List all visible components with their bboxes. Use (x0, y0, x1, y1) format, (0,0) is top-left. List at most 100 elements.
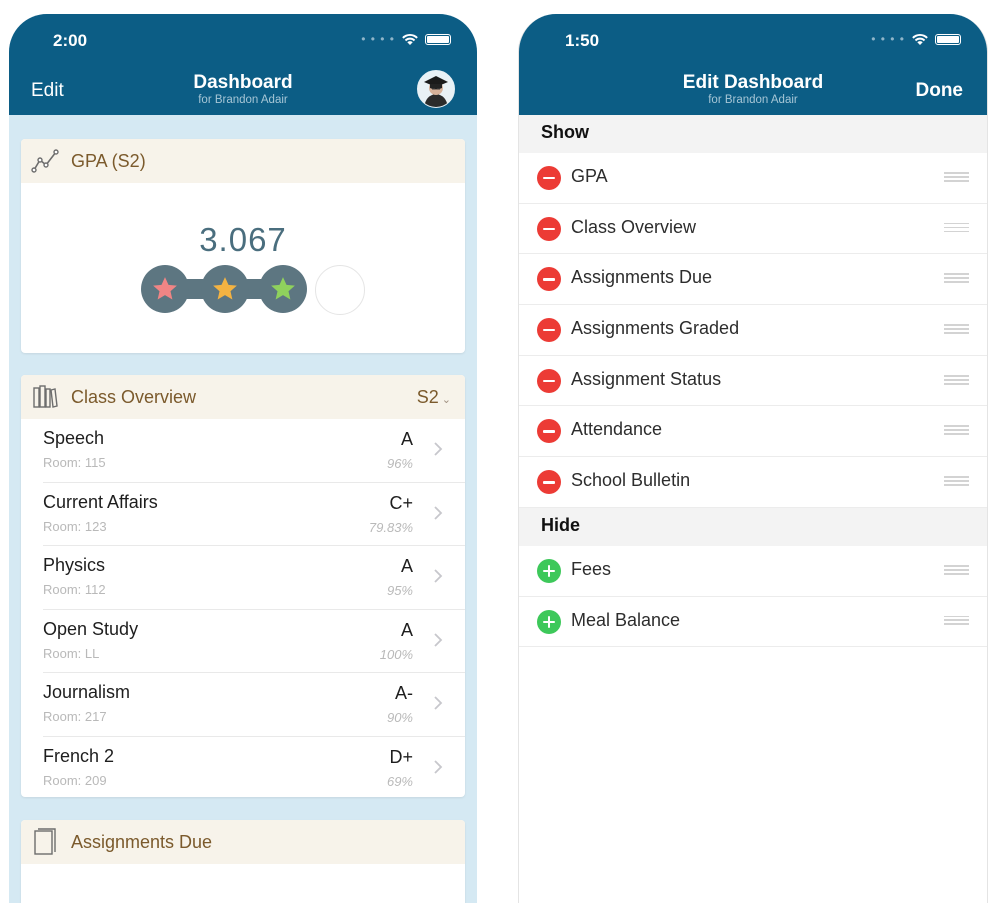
done-button[interactable]: Done (915, 80, 964, 101)
assignments-due-card[interactable]: Assignments Due (21, 820, 465, 903)
class-grade: C+ (389, 492, 413, 513)
star-icon (259, 265, 307, 313)
class-name: Current Affairs (43, 491, 158, 512)
class-overview-header: Class Overview S2 ⌄ (21, 375, 465, 419)
navigation-bar: 1:50 • • • • Edit Dashboard for Brandon … (519, 14, 987, 115)
remove-icon[interactable] (537, 216, 561, 241)
status-time: 2:00 (53, 31, 88, 50)
class-overview-title: Class Overview (71, 386, 197, 407)
chevron-right-icon (434, 632, 443, 647)
handle-line (944, 484, 969, 486)
handle-line (944, 564, 969, 567)
edit-button[interactable]: Edit (31, 80, 64, 101)
gpa-card-header: GPA (S2) (21, 139, 465, 183)
class-row[interactable]: Current Affairs Room: 123 C+ 79.83% (43, 483, 465, 546)
widget-label: Assignments Due (571, 267, 713, 288)
minus-bar (543, 329, 555, 332)
minus-bar (543, 481, 555, 484)
class-grade: A (400, 619, 413, 640)
class-percent: 79.83% (368, 519, 413, 535)
chevron-right-icon (434, 696, 443, 710)
term-selector[interactable]: S2 ⌄ (417, 387, 451, 408)
remove-icon[interactable] (537, 419, 561, 444)
minus-bar (543, 278, 555, 281)
widget-label: Fees (571, 558, 612, 579)
widget-row-assignments-graded: Assignments Graded (519, 305, 987, 356)
class-row[interactable]: Physics Room: 112 A 95% (43, 546, 465, 610)
chevron-down-icon: ⌄ (441, 394, 451, 406)
empty-star-slot (315, 265, 365, 315)
drag-handle-icon[interactable] (944, 172, 969, 182)
trend-line-icon (31, 147, 59, 175)
add-icon[interactable] (537, 558, 561, 583)
term-label: S2 (416, 387, 439, 407)
class-room: Room: 115 (43, 455, 106, 470)
drag-handle-icon[interactable] (944, 615, 969, 626)
page-title: Dashboard (193, 72, 293, 93)
drag-handle-icon[interactable] (944, 324, 969, 334)
handle-line (944, 273, 969, 276)
show-list: GPA Class Overview Assignments Due Assignme… (519, 153, 987, 508)
plus-bar (547, 615, 551, 628)
widget-row-fees: Fees (519, 546, 987, 597)
drag-handle-icon[interactable] (944, 273, 969, 284)
handle-line (944, 476, 969, 478)
widget-row-school-bulletin: School Bulletin (519, 457, 987, 508)
add-icon[interactable] (537, 609, 561, 634)
chevron-right-icon (434, 759, 443, 774)
drag-handle-icon[interactable] (944, 564, 969, 575)
class-grade: D+ (389, 746, 413, 767)
class-percent: 95% (386, 583, 413, 598)
star-icon (141, 265, 189, 313)
widget-row-meal-balance: Meal Balance (519, 597, 987, 648)
class-name: Speech (43, 428, 105, 448)
class-room: Room: LL (43, 645, 100, 661)
status-indicators: • • • • (361, 32, 451, 46)
class-row[interactable]: French 2 Room: 209 D+ 69% (43, 737, 465, 798)
handle-line (944, 332, 969, 334)
remove-icon[interactable] (537, 318, 561, 343)
handle-line (944, 328, 969, 330)
drag-handle-icon[interactable] (944, 222, 969, 233)
class-percent: 90% (386, 710, 413, 725)
page-subtitle: for Brandon Adair (708, 94, 798, 106)
handle-line (944, 572, 969, 575)
drag-handle-icon[interactable] (944, 425, 969, 436)
gpa-value: 3.067 (199, 221, 287, 258)
books-icon (31, 383, 59, 411)
class-grade: A- (395, 683, 413, 703)
drag-handle-icon[interactable] (944, 374, 969, 385)
drag-handle-icon[interactable] (944, 476, 969, 486)
signal-icon: • • • • (361, 32, 395, 46)
handle-line (944, 222, 969, 225)
minus-bar (543, 177, 555, 180)
handle-line (944, 382, 969, 385)
class-row[interactable]: Speech Room: 115 A 96% (43, 419, 465, 483)
widget-edit-list: Show GPA Class Overview Assignments Due Ass… (519, 115, 987, 648)
handle-line (944, 179, 969, 182)
battery-icon (425, 33, 451, 45)
class-row[interactable]: Open Study Room: LL A 100% (43, 610, 465, 673)
page-subtitle: for Brandon Adair (198, 94, 288, 106)
class-name: Journalism (43, 682, 131, 702)
assignments-due-title: Assignments Due (71, 831, 213, 852)
remove-icon[interactable] (537, 368, 561, 393)
widget-label: Class Overview (571, 216, 697, 237)
status-time: 1:50 (565, 31, 600, 50)
handle-line (944, 226, 969, 229)
remove-icon[interactable] (537, 166, 561, 190)
document-icon (31, 828, 59, 856)
class-row[interactable]: Journalism Room: 217 A- 90% (43, 673, 465, 737)
remove-icon[interactable] (537, 267, 561, 292)
class-grade: A (400, 556, 413, 576)
widget-label: Assignments Graded (571, 318, 740, 339)
remove-icon[interactable] (537, 470, 561, 495)
battery-icon (935, 33, 961, 45)
gpa-card[interactable]: GPA (S2) 3.067 (21, 139, 465, 353)
handle-line (944, 615, 969, 618)
chevron-right-icon (434, 442, 443, 456)
edit-dashboard-screen: 1:50 • • • • Edit Dashboard for Brandon … (518, 14, 988, 903)
widget-label: School Bulletin (571, 470, 691, 491)
avatar[interactable] (417, 70, 455, 108)
handle-line (944, 425, 969, 428)
